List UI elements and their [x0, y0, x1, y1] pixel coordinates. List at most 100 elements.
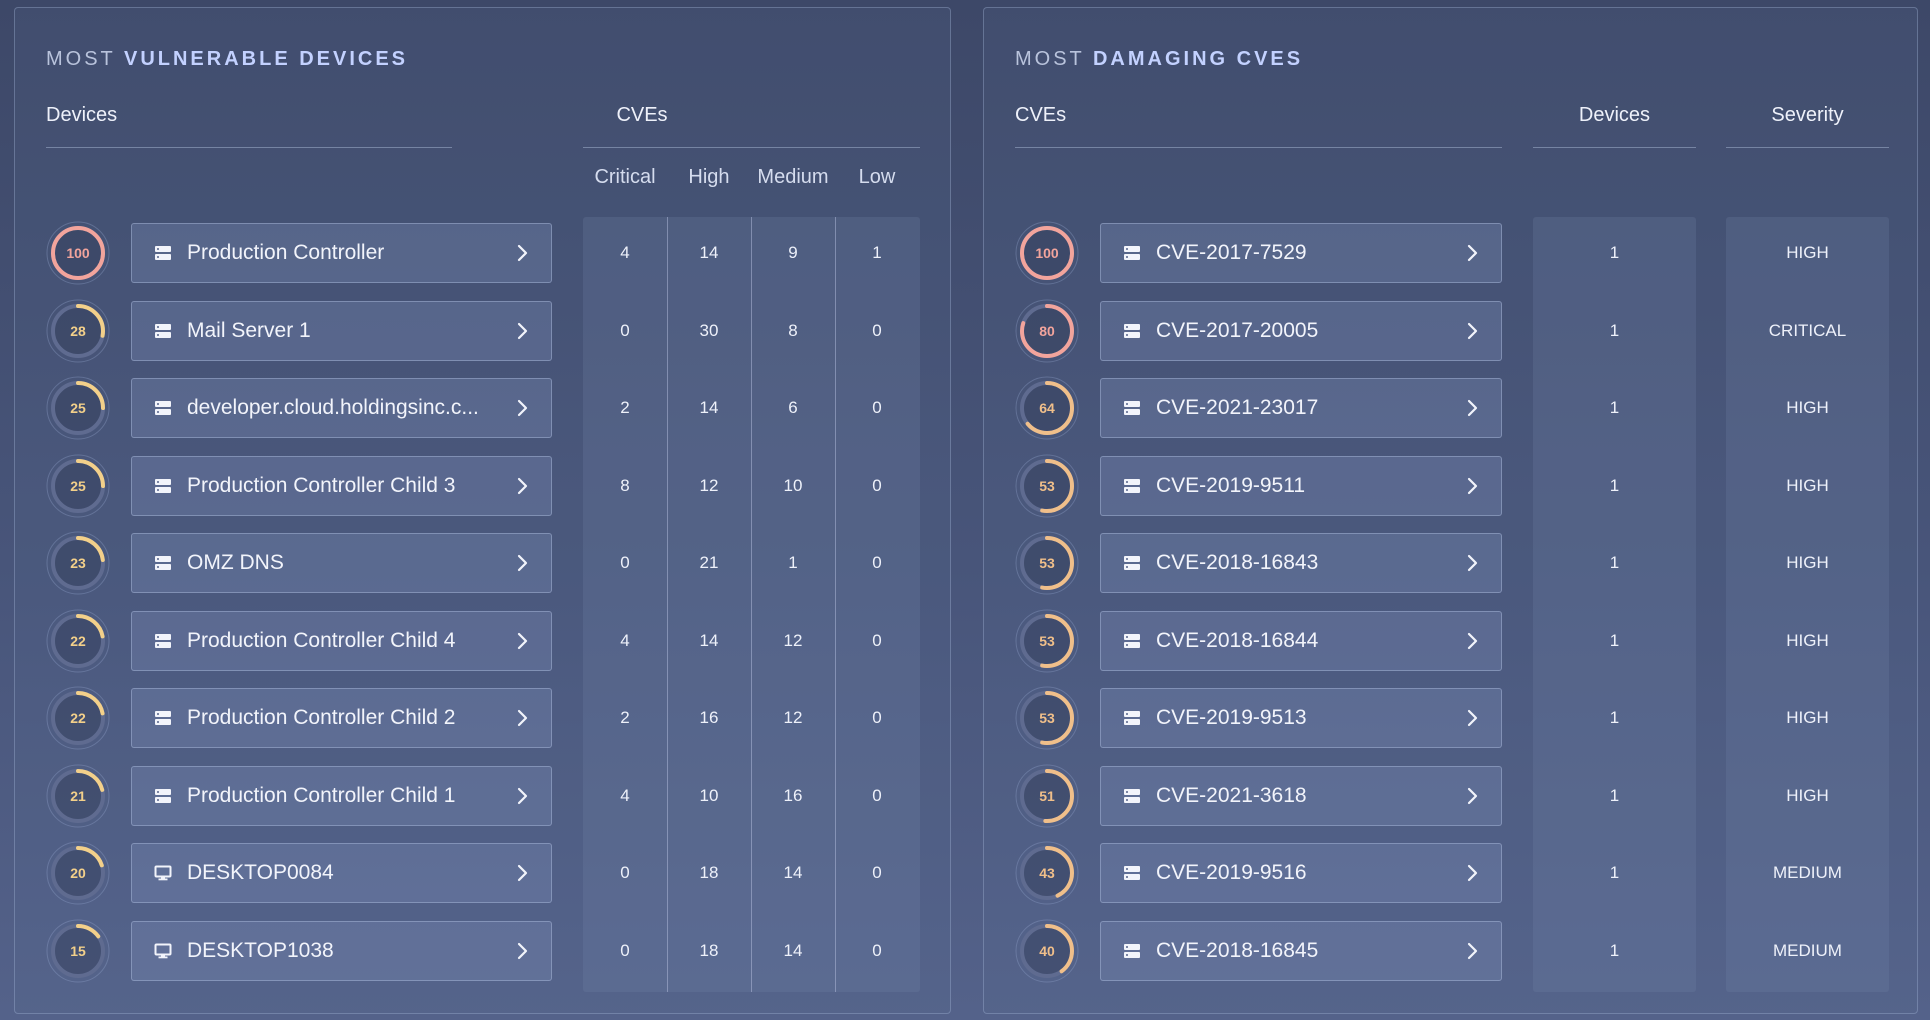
score-value: 40	[1039, 942, 1055, 959]
cve-row-button[interactable]: CVE-2018-16843	[1100, 533, 1502, 593]
cve-count-critical: 0	[620, 320, 630, 340]
score-value: 53	[1039, 710, 1055, 726]
cve-count-medium: 14	[783, 863, 803, 882]
row-label: CVE-2018-16845	[1156, 938, 1319, 962]
score-ring: 28	[46, 299, 110, 363]
cve-row-button[interactable]: CVE-2021-3618	[1100, 765, 1502, 826]
header-divider	[1726, 147, 1889, 148]
severity-label: CRITICAL	[1768, 320, 1847, 340]
row-label: CVE-2019-9516	[1156, 861, 1307, 884]
chevron-right-icon	[1467, 477, 1478, 494]
cve-row-button[interactable]: CVE-2018-16844	[1100, 610, 1502, 671]
chevron-right-icon	[1467, 244, 1478, 262]
device-row-button[interactable]: DESKTOP1038	[131, 920, 552, 981]
cve-row-button[interactable]: CVE-2019-9516	[1100, 843, 1502, 903]
cve-count-critical: 2	[620, 398, 630, 417]
cve-row-button[interactable]: CVE-2017-7529	[1100, 223, 1502, 283]
cve-count-high: 14	[699, 243, 719, 262]
score-ring: 53	[1015, 454, 1079, 518]
server-icon	[1124, 401, 1140, 415]
device-row-button[interactable]: Production Controller Child 2	[131, 688, 552, 748]
cve-count-critical: 8	[620, 475, 630, 495]
cve-count-medium: 12	[783, 708, 803, 727]
row-label: CVE-2017-7529	[1156, 241, 1307, 264]
cve-count-low: 0	[872, 785, 882, 805]
device-row-button[interactable]: OMZ DNS	[131, 533, 552, 593]
vulnerable-devices-panel: MOST VULNERABLE DEVICES Devices CVEs Cri…	[14, 7, 951, 1014]
chevron-right-icon	[517, 864, 528, 882]
server-icon	[155, 323, 171, 338]
score-value: 22	[70, 710, 86, 726]
score-ring: 21	[46, 764, 110, 828]
score-ring: 23	[46, 531, 110, 595]
chevron-right-icon	[1467, 399, 1478, 417]
affected-devices-count: 1	[1609, 398, 1620, 417]
device-row-button[interactable]: Production Controller Child 3	[131, 455, 552, 516]
server-icon	[155, 788, 171, 803]
score-ring: 100	[46, 221, 110, 285]
score-ring-fill	[1020, 613, 1074, 668]
device-row-button[interactable]: Mail Server 1	[131, 300, 552, 361]
chevron-right-icon	[517, 322, 528, 339]
row-label: Production Controller	[187, 241, 385, 264]
cve-count-medium: 1	[788, 553, 798, 572]
severity-label: HIGH	[1786, 475, 1829, 495]
affected-devices-count: 1	[1609, 630, 1620, 650]
cve-count-critical: 0	[620, 940, 630, 960]
row-label: CVE-2019-9513	[1156, 706, 1307, 729]
chevron-right-icon	[1467, 554, 1478, 572]
cve-count-high: 14	[699, 398, 719, 417]
cve-count-medium: 12	[783, 630, 803, 650]
cve-row-button[interactable]: CVE-2017-20005	[1100, 300, 1502, 361]
row-label: CVE-2021-23017	[1156, 396, 1319, 419]
score-ring-fill	[51, 381, 105, 435]
row-label: CVE-2018-16844	[1156, 628, 1319, 652]
score-value: 53	[1039, 632, 1055, 649]
chevron-right-icon	[1467, 709, 1478, 727]
device-row-button[interactable]: Production Controller Child 1	[131, 765, 552, 826]
score-ring-fill	[1020, 768, 1074, 823]
severity-label: MEDIUM	[1773, 863, 1842, 882]
device-row-button[interactable]: Production Controller	[131, 223, 552, 283]
device-row-button[interactable]: Production Controller Child 4	[131, 610, 552, 671]
device-row-button[interactable]: developer.cloud.holdingsinc.c...	[131, 378, 552, 438]
server-icon	[1124, 866, 1140, 880]
score-ring: 80	[1015, 299, 1079, 363]
server-icon	[1124, 788, 1140, 803]
affected-devices-count: 1	[1609, 475, 1620, 495]
row-label: Production Controller Child 2	[187, 706, 456, 729]
cve-count-low: 0	[872, 320, 882, 340]
chevron-right-icon	[517, 942, 528, 959]
chevron-right-icon	[1467, 322, 1478, 339]
row-label: DESKTOP0084	[187, 861, 334, 884]
cve-count-critical: 0	[620, 553, 630, 572]
cve-count-low: 0	[872, 940, 882, 960]
cve-row-button[interactable]: CVE-2019-9513	[1100, 688, 1502, 748]
server-icon	[1124, 323, 1140, 338]
score-ring: 22	[46, 609, 110, 673]
chevron-right-icon	[517, 632, 528, 649]
sub-header-high: High	[688, 166, 730, 188]
cve-count-critical: 4	[620, 243, 630, 262]
score-ring: 100	[1015, 221, 1079, 285]
severity-label: HIGH	[1786, 398, 1829, 417]
cve-row-button[interactable]: CVE-2021-23017	[1100, 378, 1502, 438]
cve-count-low: 0	[872, 630, 882, 650]
device-row-button[interactable]: DESKTOP0084	[131, 843, 552, 903]
chevron-right-icon	[517, 787, 528, 804]
chevron-right-icon	[517, 477, 528, 494]
affected-devices-count: 1	[1609, 243, 1620, 262]
server-icon	[155, 633, 171, 648]
row-label: CVE-2018-16843	[1156, 551, 1319, 574]
score-ring-fill	[1020, 458, 1074, 513]
col-header-devices: Devices	[46, 104, 118, 126]
col-header-cves: CVEs	[616, 104, 668, 126]
server-icon	[1124, 556, 1140, 570]
cve-row-button[interactable]: CVE-2019-9511	[1100, 455, 1502, 516]
severity-label: HIGH	[1786, 785, 1829, 805]
panel-title-prefix: MOST	[1015, 48, 1085, 70]
cve-row-button[interactable]: CVE-2018-16845	[1100, 920, 1502, 981]
desktop-icon	[154, 865, 172, 881]
row-label: Production Controller Child 3	[187, 473, 456, 497]
chevron-right-icon	[1467, 632, 1478, 649]
